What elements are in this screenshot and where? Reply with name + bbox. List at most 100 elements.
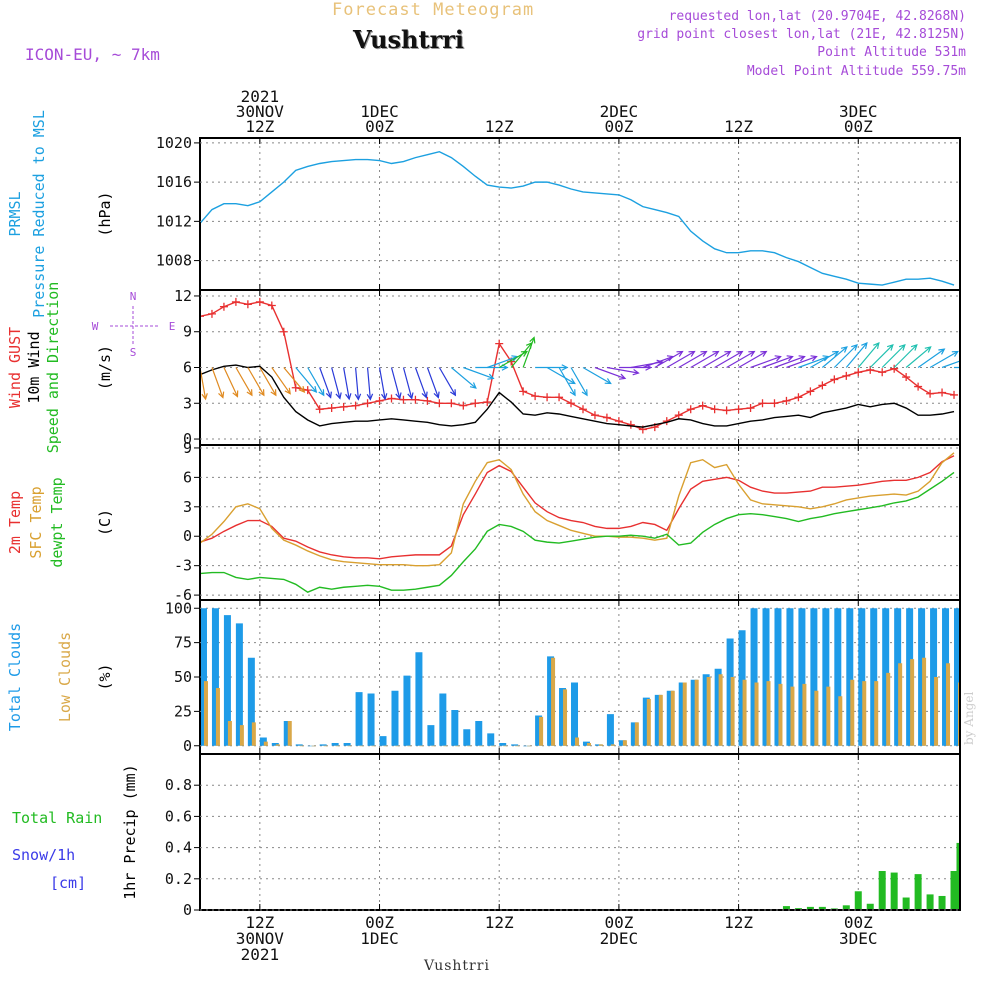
gust-marker [914, 382, 923, 391]
wind-arrow-shaft [594, 366, 626, 380]
y-tick-label: 0.2 [165, 870, 192, 888]
total-cloud-bar [451, 710, 459, 746]
low-cloud-bar [766, 681, 771, 746]
wind-arrow-head [632, 368, 640, 376]
total-cloud-bar [415, 652, 423, 746]
series-line-dewpt-temp [201, 471, 955, 593]
low-cloud-bar [251, 722, 256, 746]
compass-n: N [130, 290, 137, 303]
wind-arrow-head [748, 350, 756, 357]
y-tick-label: 0 [183, 527, 192, 545]
low-cloud-bar [910, 659, 915, 746]
legend-rain: Total Rain [12, 809, 102, 827]
low-cloud-bar [694, 679, 699, 746]
time-label-bottom: 12Z [245, 913, 274, 932]
low-cloud-bar [790, 686, 795, 746]
gust-marker [207, 309, 216, 318]
time-label-top: 12Z [724, 117, 753, 136]
panel-pressure: 1008 1012 1016 1020 PRMSL Pressure Reduced to… [6, 110, 961, 318]
rain-bar [890, 872, 898, 909]
low-cloud-bar [622, 740, 627, 746]
gust-marker [471, 399, 480, 408]
wind-arrow-head [938, 348, 946, 355]
wind-arrow-shaft [798, 355, 829, 369]
low-cloud-bar [946, 663, 951, 746]
gust-marker [531, 392, 540, 401]
panel-label: Speed and Direction [44, 282, 62, 454]
panel-label: (%) [96, 663, 114, 690]
gust-marker [291, 383, 300, 392]
gust-marker [902, 373, 911, 382]
wind-arrow-head [981, 365, 986, 370]
wind-arrow-shaft [366, 367, 371, 400]
y-tick-label: 9 [183, 439, 192, 457]
time-label-top: 00Z [365, 117, 394, 136]
low-cloud-bar [958, 682, 959, 746]
wind-arrow-head [688, 350, 696, 357]
wind-arrow-shaft [390, 367, 401, 399]
wind-arrow-shaft [283, 367, 305, 393]
wind-arrow-shaft [247, 367, 265, 396]
wind-arrow-shaft [235, 367, 253, 396]
low-cloud-bar [371, 745, 376, 747]
wind-arrow-head [501, 364, 509, 371]
wind-arrow-shaft [487, 355, 518, 369]
wind-arrow-shaft [738, 350, 767, 369]
total-cloud-bar [942, 608, 950, 746]
wind-arrow-shaft [558, 367, 576, 396]
wind-arrow-shaft [546, 366, 576, 385]
wind-arrow-head [258, 389, 265, 397]
gust-marker [938, 388, 947, 397]
compass-w: W [92, 320, 99, 333]
total-cloud-bar [834, 608, 842, 746]
gust-marker [710, 405, 719, 414]
low-cloud-bar [263, 741, 268, 746]
panel-label: Wind GUST [6, 327, 24, 408]
wind-arrow-head [529, 336, 536, 344]
total-cloud-bar [571, 682, 579, 746]
low-cloud-bar [539, 716, 544, 746]
gust-marker [806, 387, 815, 396]
panel-temp: -6 -3 0 3 6 9 2m Temp SFC Temp dewpt Temp (C) [6, 439, 961, 604]
total-cloud-bar [606, 714, 614, 746]
y-tick-label: 1008 [156, 252, 192, 270]
low-cloud-bar [455, 745, 460, 747]
wind-arrow-head [469, 382, 477, 389]
wind-arrow-shaft [821, 346, 848, 368]
gust-marker [495, 339, 504, 348]
panel-label: 1hr Precip (mm) [121, 764, 139, 899]
wind-arrow-shaft [762, 355, 793, 369]
wind-arrow-head [712, 350, 720, 357]
gust-marker [483, 398, 492, 407]
wind-arrow-head [910, 343, 918, 351]
wind-arrow-shaft [941, 360, 959, 369]
wind-arrow-head [450, 389, 457, 397]
wind-arrow-head [520, 350, 529, 357]
panel-label: (C) [96, 509, 114, 536]
low-cloud-bar [826, 686, 831, 746]
time-label-bottom: 2021 [241, 945, 280, 964]
total-cloud-bar [403, 675, 411, 746]
low-cloud-bar [634, 722, 639, 746]
low-cloud-bar [706, 677, 711, 746]
wind-arrow-head [676, 350, 684, 357]
rain-bar [938, 895, 946, 909]
wind-arrow-head [898, 343, 906, 351]
wind-arrow-head [318, 389, 325, 397]
time-label-bottom: 30NOV [236, 929, 285, 948]
low-cloud-bar [239, 725, 244, 746]
compass-s: S [130, 346, 137, 359]
low-cloud-bar [742, 679, 747, 746]
total-cloud-bar [487, 733, 495, 746]
low-cloud-bar [802, 683, 807, 746]
panel-wind: 0 3 6 9 12 Wind GUST 10m Wind Speed and Directi… [6, 282, 986, 454]
wind-arrow-head [798, 355, 806, 362]
total-cloud-bar [391, 690, 399, 746]
wind-arrow-shaft [810, 350, 839, 369]
total-cloud-bar [642, 697, 650, 746]
wind-arrow-head [232, 390, 239, 398]
time-label-top: 00Z [844, 117, 873, 136]
total-cloud-bar [702, 674, 710, 746]
wind-arrow-head [561, 364, 569, 371]
low-cloud-bar [491, 745, 496, 747]
